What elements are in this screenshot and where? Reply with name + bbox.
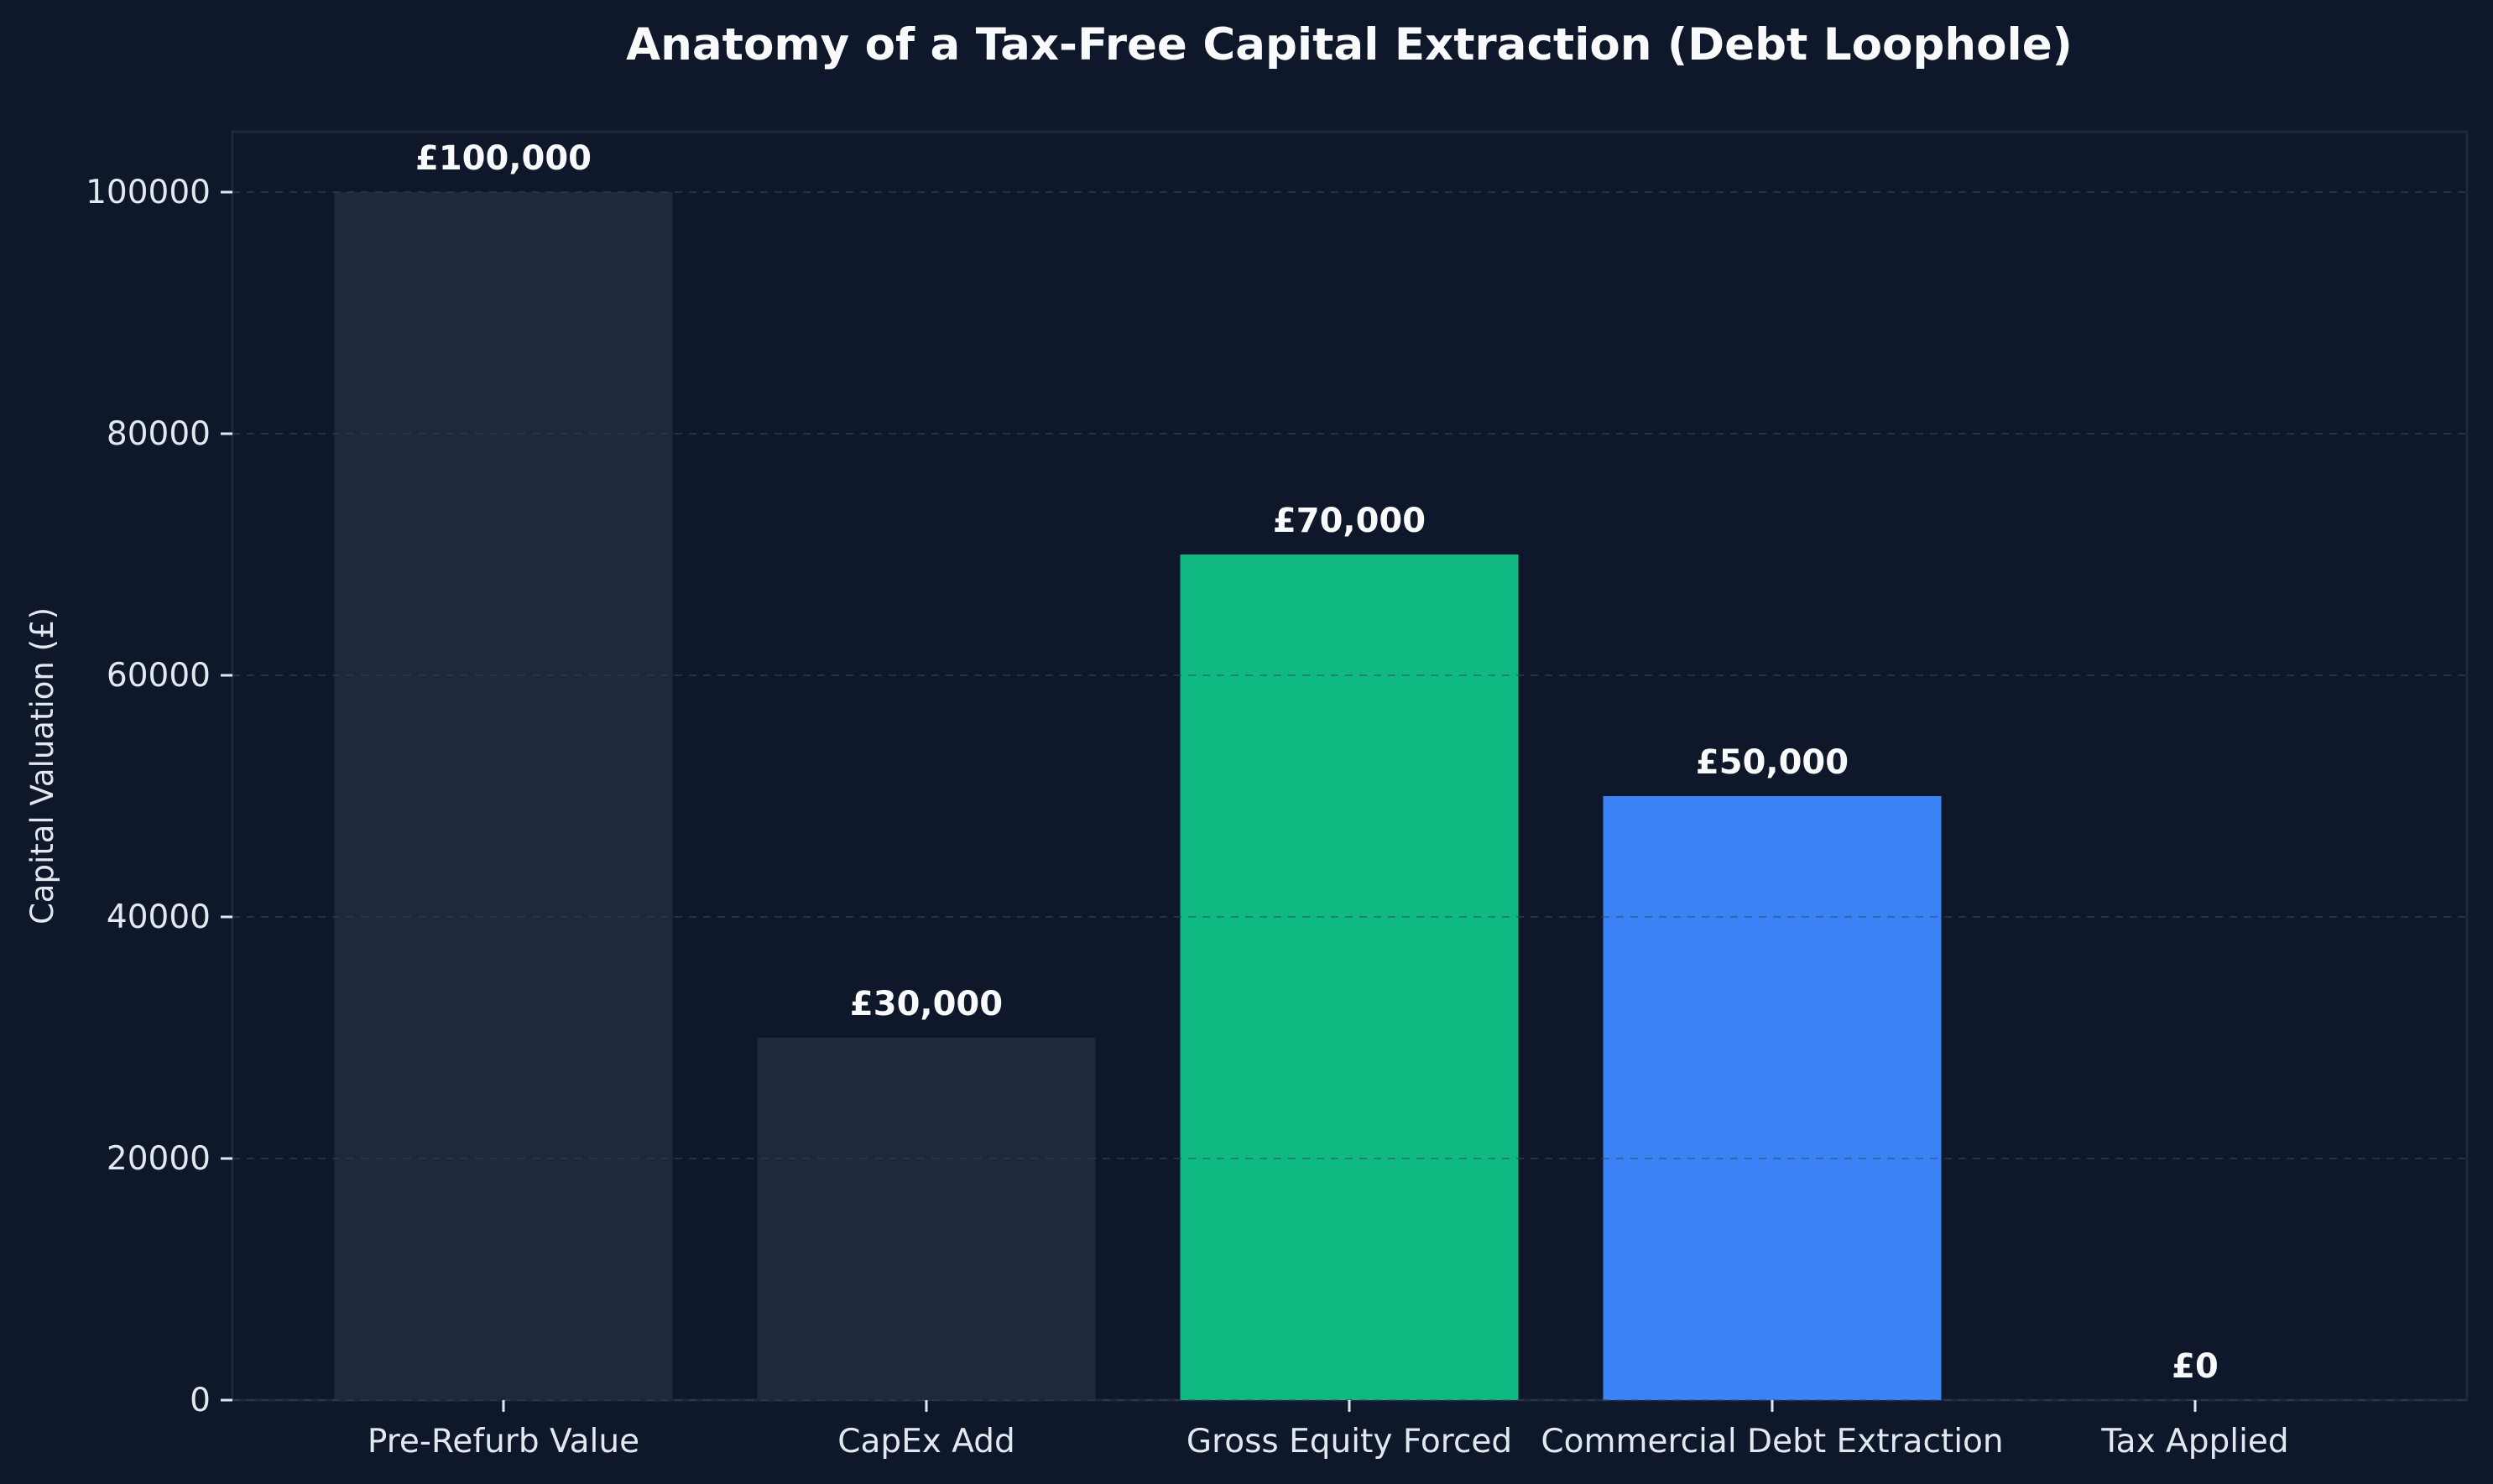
bar-value-label: £100,000	[415, 139, 592, 178]
y-tick-label: 80000	[107, 415, 211, 453]
y-tick-label: 100000	[86, 174, 211, 211]
bar	[1180, 555, 1519, 1400]
y-axis-ticks: 0 20000 40000 60000 80000 100000	[86, 174, 232, 1419]
y-tick-label: 60000	[107, 657, 211, 695]
y-tick-label: 40000	[107, 898, 211, 936]
x-tick-label: Tax Applied	[2100, 1423, 2288, 1461]
x-tick-label: CapEx Add	[837, 1423, 1015, 1461]
bar	[334, 192, 673, 1400]
x-tick-label: Commercial Debt Extraction	[1541, 1423, 2003, 1461]
x-tick-label: Gross Equity Forced	[1187, 1423, 1512, 1461]
x-tick-label: Pre-Refurb Value	[368, 1423, 639, 1461]
y-axis-label: Capital Valuation (£)	[24, 607, 60, 924]
bar	[757, 1038, 1096, 1400]
bar-value-label: £70,000	[1273, 502, 1426, 540]
grid-lines-overlay	[232, 191, 2467, 1401]
bar-value-label: £0	[2172, 1347, 2219, 1386]
chart-title: Anatomy of a Tax-Free Capital Extraction…	[626, 19, 2073, 70]
x-axis-ticks: Pre-Refurb Value CapEx Add Gross Equity Fo…	[368, 1400, 2289, 1461]
y-tick-label: 20000	[107, 1140, 211, 1178]
bars	[334, 192, 1942, 1400]
y-tick-label: 0	[190, 1382, 211, 1419]
value-labels: £100,000 £30,000 £70,000 £50,000 £0	[415, 139, 2219, 1386]
bar	[1603, 796, 1942, 1400]
bar-value-label: £50,000	[1696, 743, 1849, 782]
bar-value-label: £30,000	[850, 985, 1003, 1023]
